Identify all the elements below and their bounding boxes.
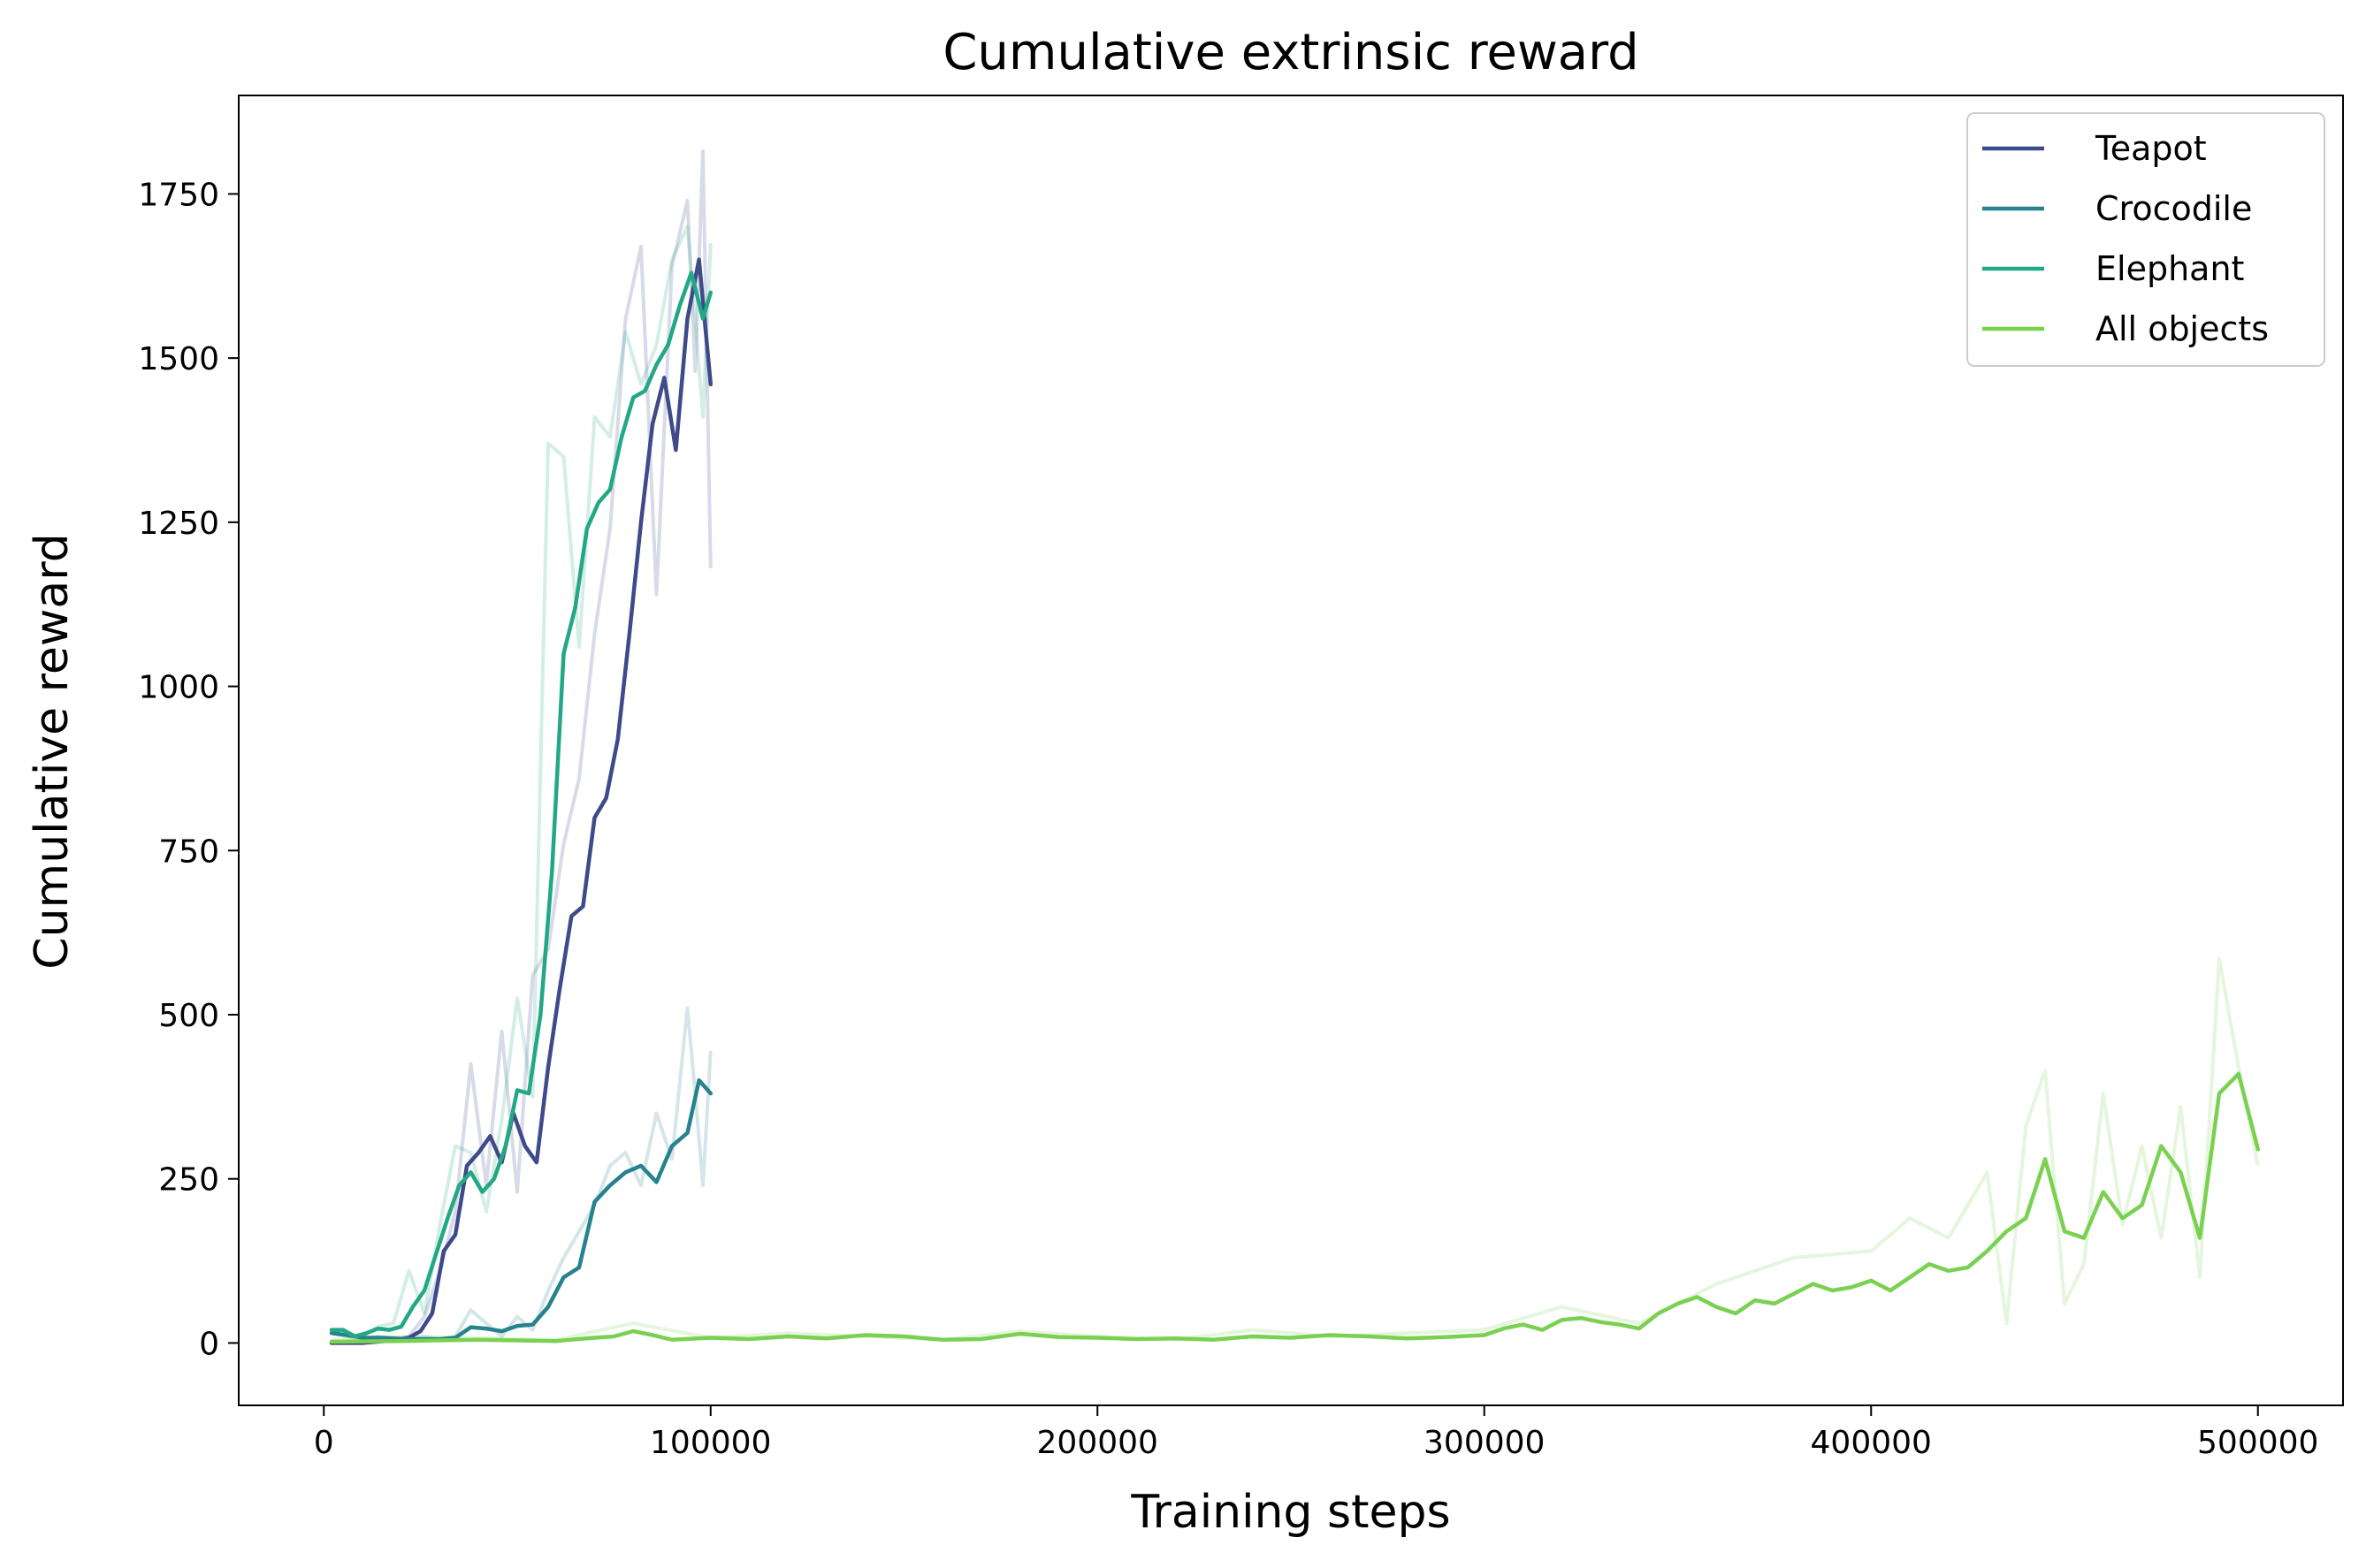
legend-label-0: Teapot	[2095, 129, 2207, 168]
y-tick-label: 0	[199, 1326, 219, 1362]
x-tick-label: 200000	[1037, 1425, 1158, 1461]
x-axis-title: Training steps	[1130, 1486, 1450, 1539]
series-3-line	[329, 1071, 2261, 1344]
x-tick-label: 0	[314, 1425, 334, 1461]
x-tick-label: 400000	[1811, 1425, 1932, 1461]
legend-label-2: Elephant	[2095, 249, 2244, 288]
y-tick-label: 1500	[138, 341, 219, 377]
y-tick-label: 1250	[138, 506, 219, 542]
x-tick-label: 100000	[650, 1425, 771, 1461]
y-axis: 0 250 500 750 1000 1250 1500 1750	[138, 177, 239, 1362]
legend-box	[1966, 112, 2325, 367]
y-tick-label: 500	[158, 998, 219, 1034]
series-3-raw-line	[331, 956, 2260, 1342]
legend: Teapot Crocodile Elephant All objects	[1966, 112, 2325, 367]
x-tick-label: 500000	[2197, 1425, 2318, 1461]
legend-label-3: All objects	[2095, 309, 2269, 348]
y-axis-title: Cumulative reward	[26, 533, 79, 969]
series-1-line	[329, 1078, 714, 1342]
y-tick-label: 1000	[138, 670, 219, 706]
y-tick-label: 1750	[138, 177, 219, 213]
plot-frame	[238, 95, 2344, 1406]
series-2-line	[329, 270, 714, 1339]
y-tick-label: 750	[158, 833, 219, 870]
series-0-line	[329, 257, 714, 1345]
smoothed-series-layer	[329, 257, 2261, 1345]
legend-label-1: Crocodile	[2095, 189, 2252, 228]
x-axis: 0 100000 200000 300000 400000 500000	[314, 1405, 2318, 1461]
y-tick-label: 250	[158, 1162, 219, 1199]
x-tick-label: 300000	[1423, 1425, 1545, 1461]
chart-title: Cumulative extrinsic reward	[943, 24, 1638, 81]
series-2-raw-line	[331, 225, 713, 1338]
